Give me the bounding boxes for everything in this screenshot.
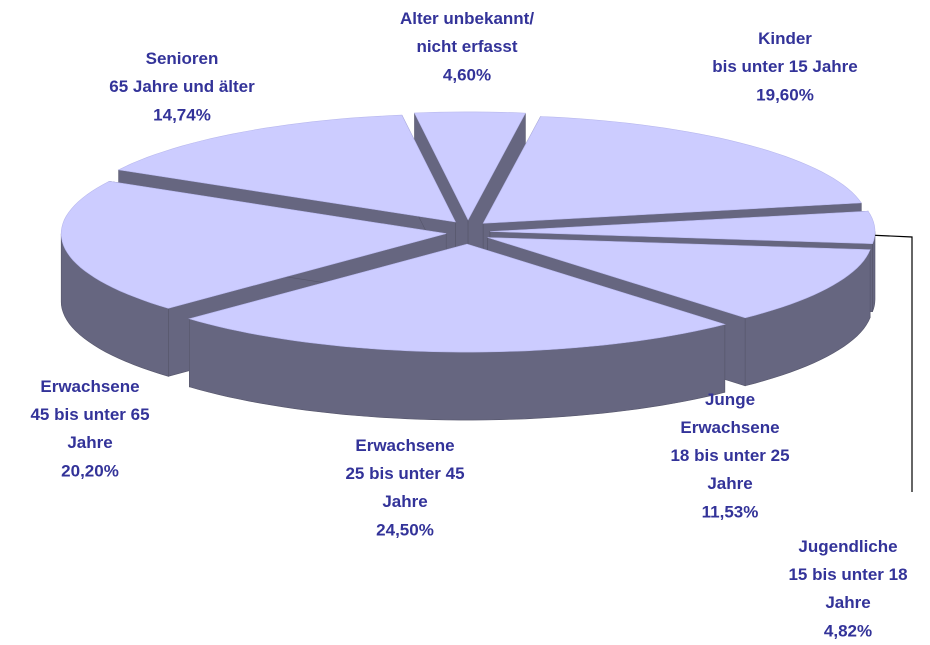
value-label: 11,53% xyxy=(702,502,759,521)
leader-line xyxy=(867,234,913,492)
value-label: 4,82% xyxy=(824,621,872,640)
category-label: Erwachsene 45 bis unter 65 Jahre xyxy=(30,377,149,452)
slice-top xyxy=(188,243,726,353)
category-label: Alter unbekannt/nicht erfasst xyxy=(400,9,534,56)
slice-top xyxy=(489,210,876,245)
category-label: Kinder bis unter 15 Jahre xyxy=(712,29,858,76)
category-label: Junge Erwachsene 18 bis unter 25 Jahre xyxy=(670,390,789,493)
value-label: 20,20% xyxy=(61,461,119,480)
category-label: Erwachsene 25 bis unter 45 Jahre xyxy=(345,436,464,511)
slice-top xyxy=(487,237,871,319)
slice-top xyxy=(482,116,862,224)
category-label: Senioren 65 Jahre und älter xyxy=(109,49,255,96)
value-label: 19,60% xyxy=(756,85,814,104)
value-label: 14,74% xyxy=(153,105,211,124)
slice-top xyxy=(414,111,526,221)
value-label: 24,50% xyxy=(376,520,434,539)
category-label: Jugendliche 15 bis unter 18 Jahre xyxy=(788,537,907,612)
value-label: 4,60% xyxy=(443,65,491,84)
slice-top xyxy=(117,114,457,223)
slice-top xyxy=(60,180,447,309)
